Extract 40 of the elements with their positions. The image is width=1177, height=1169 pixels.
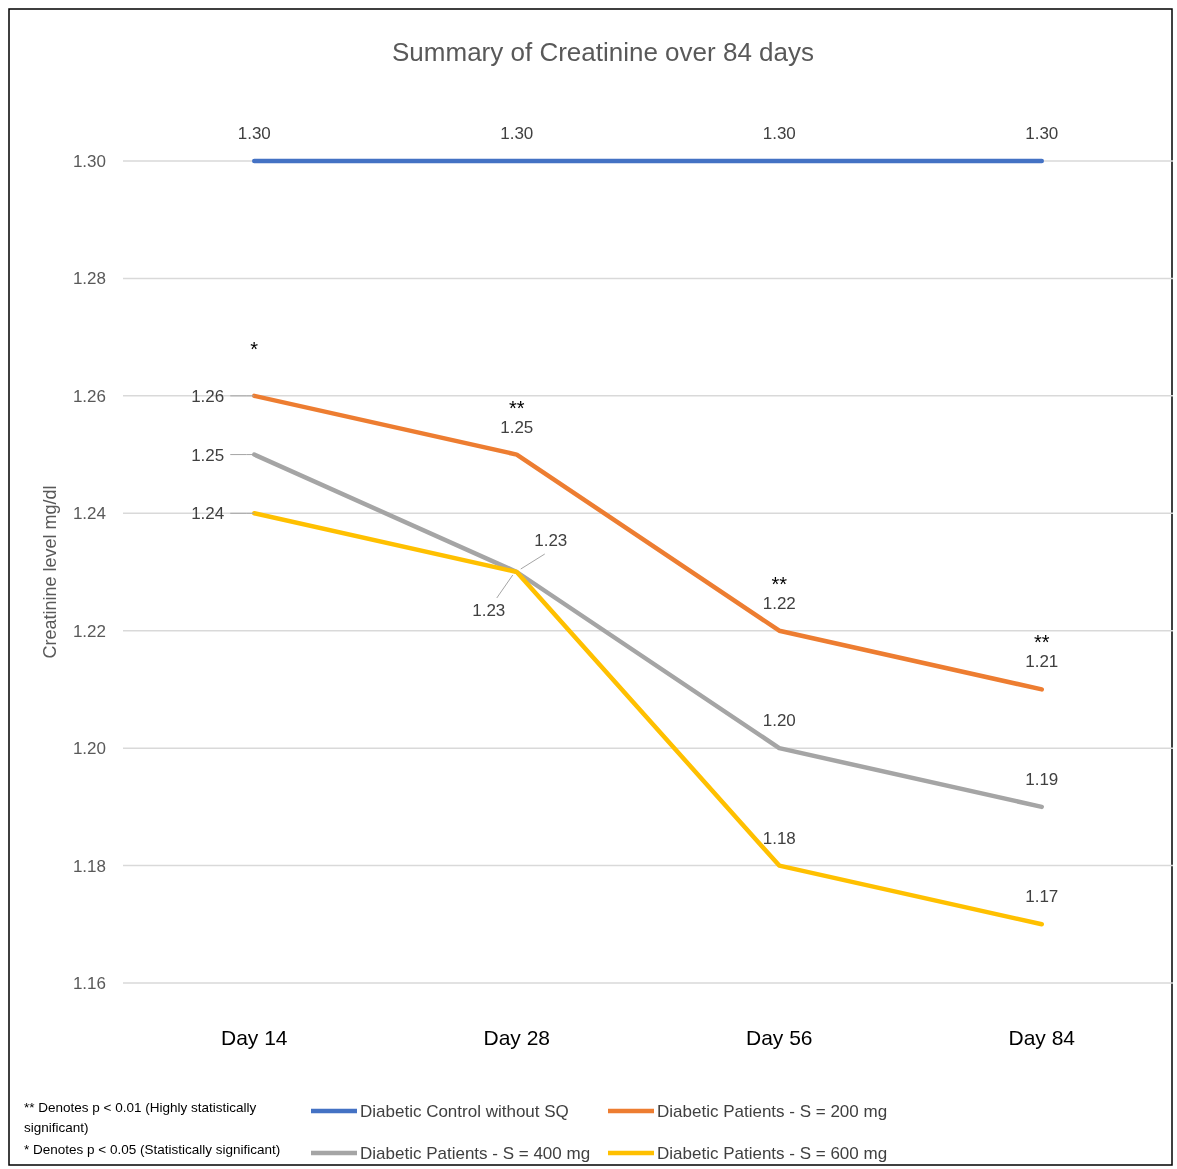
x-tick-label: Day 84	[1008, 1026, 1076, 1049]
annotation: **	[508, 396, 525, 419]
data-label: 1.17	[1025, 887, 1059, 907]
data-label: 1.26	[191, 386, 225, 406]
y-tick-label: 1.26	[72, 386, 106, 406]
legend-label: Diabetic Patients - S = 600 mg	[657, 1144, 888, 1163]
data-label: 1.30	[762, 124, 796, 143]
data-label: 1.30	[500, 124, 534, 143]
annotation: *	[250, 337, 259, 360]
text: * Denotes p < 0.05 (Statistically significant)	[24, 1142, 281, 1157]
y-tick-label: 1.20	[72, 739, 106, 759]
x-tick-label: Day 28	[483, 1026, 551, 1049]
data-label: 1.22	[762, 593, 796, 613]
legend-label: Diabetic Control without SQ	[360, 1102, 569, 1121]
annotation: **	[771, 572, 788, 595]
data-label: 1.18	[762, 828, 796, 848]
chart-title: Summary of Creatinine over 84 days	[392, 37, 814, 67]
data-label: 1.30	[1025, 124, 1059, 143]
y-tick-label: 1.18	[72, 856, 106, 876]
data-label: 1.23	[472, 601, 506, 620]
legend-label: Diabetic Patients - S = 400 mg	[360, 1144, 591, 1163]
legend-label: Diabetic Patients - S = 200 mg	[657, 1102, 888, 1121]
data-label: 1.24	[191, 504, 225, 524]
y-tick-label: 1.30	[72, 152, 106, 171]
x-tick-label: Day 56	[745, 1026, 813, 1049]
data-label: 1.23	[534, 531, 568, 550]
y-tick-label: 1.22	[72, 621, 106, 641]
y-tick-label: 1.28	[72, 269, 106, 289]
x-tick-label: Day 14	[220, 1026, 288, 1049]
data-label: 1.20	[762, 711, 796, 731]
data-label: 1.25	[191, 445, 225, 465]
data-label: 1.25	[500, 417, 534, 437]
y-tick-label: 1.24	[72, 504, 106, 524]
y-axis-title: Creatinine level mg/dl	[40, 485, 60, 659]
annotation: **	[1033, 631, 1050, 654]
data-label: 1.30	[237, 124, 271, 143]
data-label: 1.21	[1025, 652, 1059, 672]
y-tick-label: 1.16	[72, 974, 106, 993]
data-label: 1.19	[1025, 769, 1059, 789]
text: ** Denotes p < 0.01 (Highly statistically significant)	[24, 1100, 257, 1135]
